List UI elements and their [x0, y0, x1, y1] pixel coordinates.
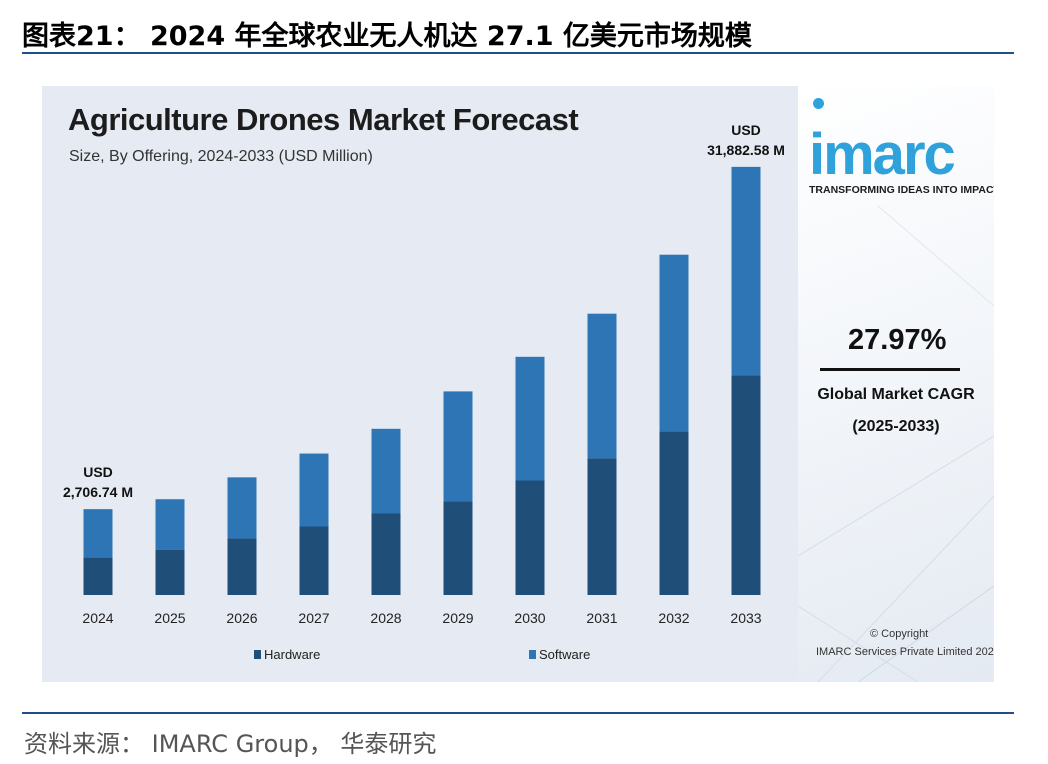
- bar-software-2030: [515, 356, 545, 481]
- bar-software-2024: [83, 509, 113, 558]
- bar-software-2032: [659, 254, 689, 432]
- cagr-label: Global Market CAGR: [817, 386, 975, 403]
- bar-hardware-2032: [659, 431, 689, 595]
- cagr-value: 27.97%: [848, 324, 947, 356]
- bar-hardware-2024: [83, 557, 113, 595]
- legend-swatch-software: [529, 650, 536, 659]
- bar-hardware-2027: [299, 526, 329, 595]
- bar-software-2025: [155, 499, 185, 550]
- x-tick-label-2027: 2027: [298, 610, 329, 626]
- bar-software-2028: [371, 428, 401, 514]
- bar-hardware-2029: [443, 501, 473, 595]
- x-tick-label-2033: 2033: [730, 610, 761, 626]
- bar-hardware-2031: [587, 458, 617, 595]
- bar-software-2026: [227, 477, 257, 539]
- bar-software-2033: [731, 166, 761, 376]
- x-tick-label-2032: 2032: [658, 610, 689, 626]
- top-rule: [22, 52, 1014, 54]
- x-tick-label-2031: 2031: [586, 610, 617, 626]
- data-label-unit-2033: USD: [731, 122, 761, 138]
- bar-hardware-2025: [155, 549, 185, 595]
- logo-dot: [813, 98, 824, 109]
- copyright-line-2: IMARC Services Private Limited 2025: [816, 646, 994, 658]
- bar-software-2027: [299, 453, 329, 527]
- x-tick-label-2029: 2029: [442, 610, 473, 626]
- legend-swatch-hardware: [254, 650, 261, 659]
- cagr-divider: [820, 368, 960, 371]
- x-tick-label-2024: 2024: [82, 610, 113, 626]
- infographic: Agriculture Drones Market Forecast Size,…: [42, 86, 994, 682]
- legend-label-hardware: Hardware: [264, 647, 320, 662]
- copyright-line-1: © Copyright: [870, 628, 929, 640]
- bar-hardware-2030: [515, 480, 545, 595]
- brand-tagline: TRANSFORMING IDEAS INTO IMPACT: [809, 184, 994, 196]
- data-label-total-2024: 2,706.74 M: [63, 484, 133, 500]
- legend-label-software: Software: [539, 647, 590, 662]
- bar-software-2031: [587, 313, 617, 459]
- bar-hardware-2028: [371, 513, 401, 595]
- source-note: 资料来源： IMARC Group， 华泰研究: [24, 730, 437, 758]
- chart-title: Agriculture Drones Market Forecast: [68, 102, 579, 137]
- bar-hardware-2026: [227, 538, 257, 595]
- cagr-period: (2025-2033): [852, 418, 940, 435]
- x-tick-label-2030: 2030: [514, 610, 545, 626]
- side-panel: [798, 86, 994, 682]
- data-label-total-2033: 31,882.58 M: [707, 142, 785, 158]
- side-panel-decoration: [798, 205, 994, 682]
- chart-subtitle: Size, By Offering, 2024-2033 (USD Millio…: [69, 148, 373, 165]
- figure-title: 图表21： 2024 年全球农业无人机达 27.1 亿美元市场规模: [22, 21, 752, 52]
- data-label-unit-2024: USD: [83, 464, 113, 480]
- imarc-logo: imarc: [809, 122, 956, 187]
- x-tick-label-2026: 2026: [226, 610, 257, 626]
- stacked-bar-chart: 2024 2025 2026 2027 2028 2029 2030 2031 2032 2033…: [63, 122, 785, 662]
- bottom-rule: [22, 712, 1014, 714]
- bar-hardware-2033: [731, 375, 761, 595]
- x-tick-label-2028: 2028: [370, 610, 401, 626]
- x-tick-label-2025: 2025: [154, 610, 185, 626]
- bar-software-2029: [443, 391, 473, 502]
